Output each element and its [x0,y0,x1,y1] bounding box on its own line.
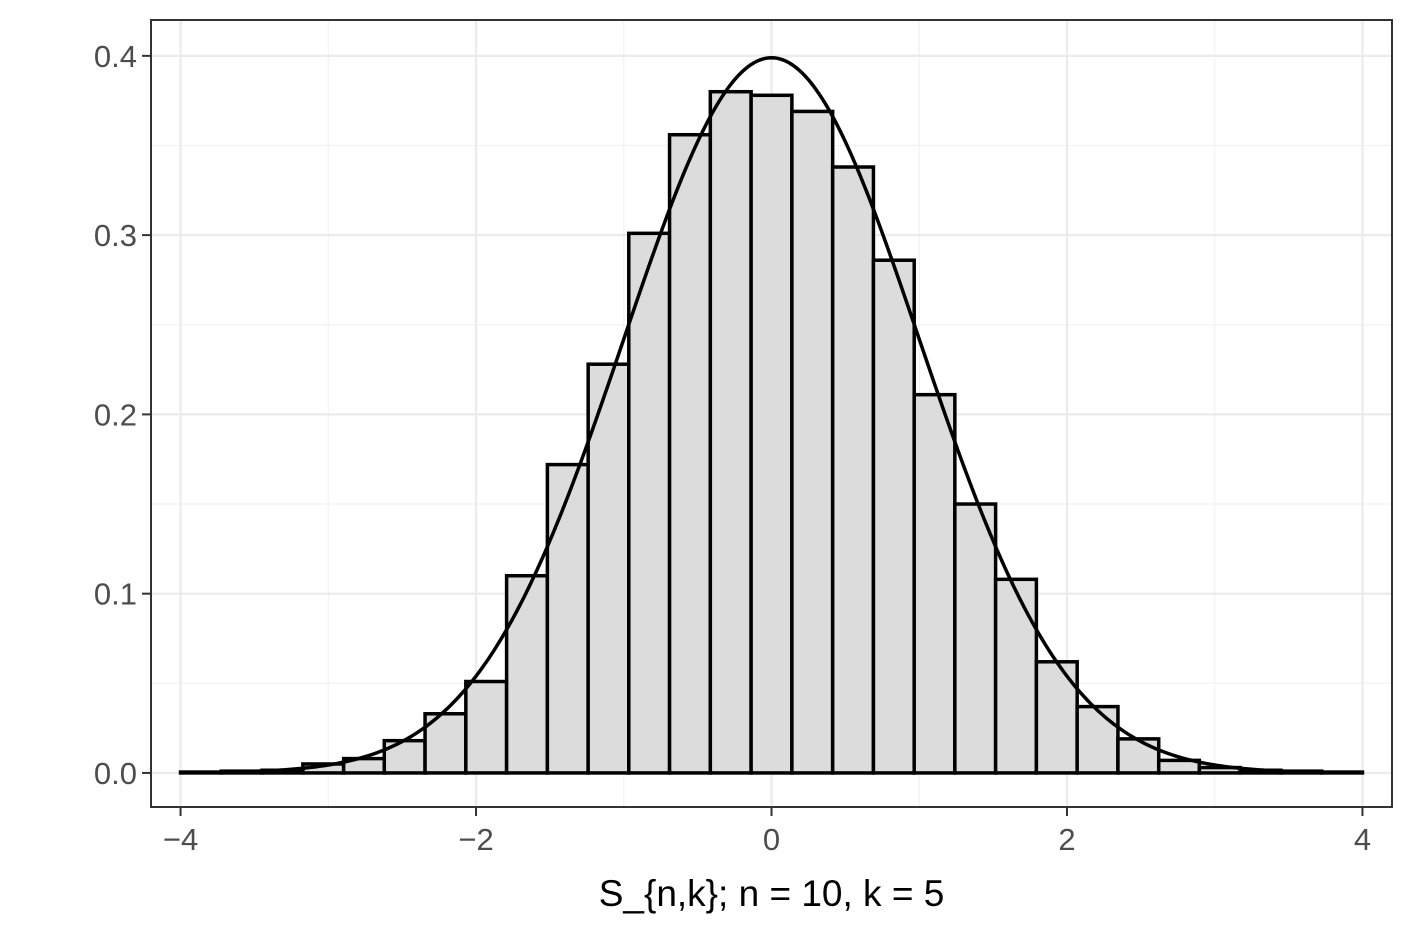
histogram-bar [953,502,998,775]
histogram-bar [667,132,713,775]
histogram-bar [830,165,876,775]
histogram-bar [912,392,957,775]
histogram-bar [993,577,1039,775]
axis-ticks [142,54,1364,816]
normal-density-curve [180,55,1363,775]
histogram-bar [871,258,916,775]
x-axis-title: S_{n,k}; n = 10, k = 5 [599,873,945,914]
histogram-bar [790,109,835,775]
x-tick-label: −4 [163,822,198,857]
histogram-bar [504,573,550,775]
y-tick-label: 0.1 [94,577,137,612]
x-tick-label: 0 [763,822,780,857]
y-tick-label: 0.2 [94,397,137,432]
histogram-bars [178,89,1365,775]
y-axis-tick-labels: 0.0 0.1 0.2 0.3 0.4 [94,39,137,791]
histogram-bar [1116,737,1161,775]
histogram-bar [1075,704,1120,775]
x-tick-label: 4 [1354,822,1371,857]
x-tick-label: −2 [458,822,493,857]
x-axis-tick-labels: −4 −2 0 2 4 [163,822,1371,857]
histogram-bar [586,362,631,775]
histogram-bar [749,93,794,775]
y-tick-label: 0.3 [94,218,137,253]
density-curve-layer [180,55,1363,775]
histogram-bar [464,679,509,775]
y-tick-label: 0.4 [94,39,137,74]
histogram-bar [423,712,468,775]
histogram-bar [545,462,590,775]
histogram-bar [708,89,753,775]
histogram-bar [627,231,672,775]
histogram-bar [1034,660,1079,775]
x-tick-label: 2 [1058,822,1075,857]
y-tick-label: 0.0 [94,756,137,791]
